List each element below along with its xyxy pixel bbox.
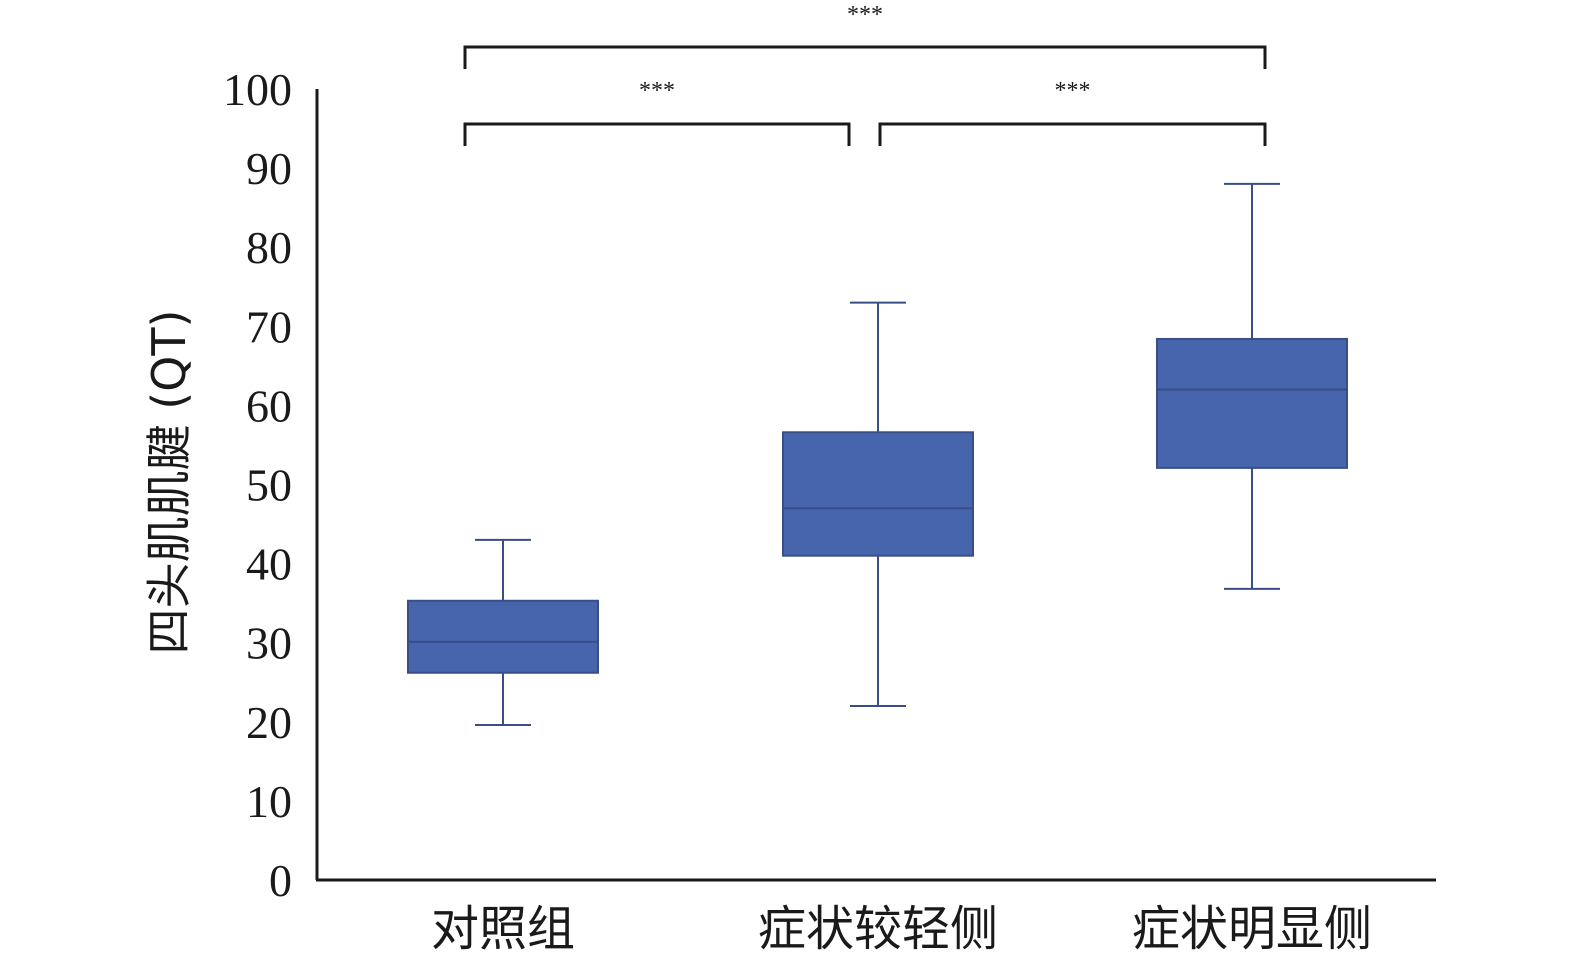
x-category-label: 症状较轻侧 [758,901,998,957]
x-category-label: 症状明显侧 [1132,901,1372,957]
y-tick-label: 10 [246,776,292,827]
y-tick-labels: 0 10 20 30 40 50 60 70 80 90 100 [223,64,292,906]
significance-bracket: *** [463,78,851,146]
bracket-line [463,45,1267,69]
significance-label: *** [847,2,883,28]
significance-label: *** [1055,78,1091,104]
box-group [407,538,599,726]
y-tick-label: 70 [246,301,292,352]
x-category-label: 对照组 [431,901,575,957]
y-axis-title: 四头肌肌腱 (QT) [142,310,196,655]
y-tick-label: 40 [246,539,292,590]
box-series [407,182,1348,726]
box-iqr [782,431,974,557]
significance-brackets: *** *** *** [463,2,1267,146]
y-tick-label: 0 [269,855,292,906]
box-iqr [407,599,599,674]
box-group [1156,182,1348,590]
box-iqr [1156,337,1348,469]
x-category-labels: 对照组 症状较轻侧 症状明显侧 [431,901,1372,957]
y-tick-label: 90 [246,143,292,194]
y-tick-label: 60 [246,380,292,431]
y-tick-label: 50 [246,460,292,511]
significance-bracket: *** [463,2,1267,69]
y-tick-label: 20 [246,697,292,748]
significance-bracket: *** [878,78,1267,146]
significance-label: *** [639,78,675,104]
y-tick-label: 100 [223,64,292,115]
bracket-line [463,122,851,146]
bracket-line [878,122,1267,146]
y-tick-label: 30 [246,618,292,669]
y-tick-label: 80 [246,222,292,273]
box-group [782,301,974,707]
